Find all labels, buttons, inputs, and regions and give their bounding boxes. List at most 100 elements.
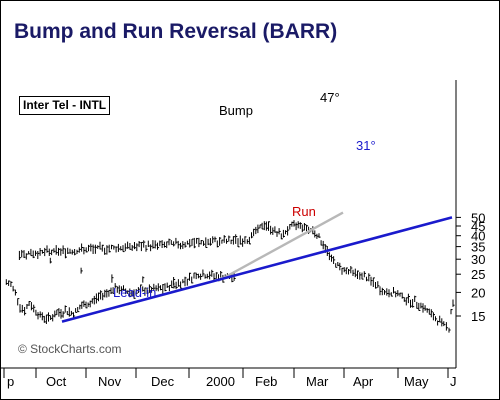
y-tick-label: 45 — [471, 219, 485, 234]
price-bar — [219, 237, 222, 246]
chart-title: Bump and Run Reversal (BARR) — [14, 20, 338, 43]
price-bar — [198, 237, 201, 248]
price-bar — [439, 315, 442, 323]
price-bar — [381, 287, 384, 296]
price-bar — [155, 285, 158, 292]
price-bar — [35, 250, 38, 256]
price-bar — [448, 327, 451, 333]
price-bar — [108, 289, 111, 297]
price-bar — [161, 240, 164, 248]
price-bar — [76, 249, 79, 254]
price-bar — [122, 245, 125, 253]
price-bar — [293, 220, 296, 227]
price-bar — [157, 283, 160, 292]
price-bar — [89, 300, 92, 308]
price-bar — [443, 321, 446, 327]
price-bar — [220, 271, 223, 278]
price-bar — [30, 248, 33, 257]
price-bar — [441, 318, 444, 327]
price-bar — [81, 243, 84, 252]
price-bar — [297, 221, 300, 229]
price-bar — [21, 249, 24, 258]
price-bar — [68, 307, 71, 317]
price-bar — [64, 305, 67, 313]
price-bar — [100, 290, 103, 300]
price-bar — [379, 286, 382, 296]
price-bar — [306, 224, 309, 232]
price-bar — [395, 291, 398, 298]
price-bar — [106, 289, 109, 298]
price-bar — [60, 248, 63, 256]
price-bar — [150, 244, 153, 252]
price-bar — [124, 243, 127, 252]
x-tick-label: Feb — [255, 374, 277, 389]
price-bar — [205, 237, 208, 248]
price-bar — [41, 312, 44, 321]
angle-31-label: 31° — [356, 138, 376, 153]
price-bar — [322, 240, 325, 250]
price-bar — [111, 274, 114, 283]
price-bar — [49, 257, 52, 264]
price-bar — [129, 243, 132, 250]
price-bar — [272, 227, 275, 235]
price-bar — [399, 292, 402, 297]
y-tick-label: 40 — [471, 229, 485, 244]
price-bar — [173, 241, 176, 247]
price-bar — [90, 243, 93, 252]
price-bar — [46, 245, 49, 253]
price-bar — [289, 224, 292, 230]
price-bar — [193, 237, 196, 249]
price-bar — [48, 312, 51, 322]
price-bar — [120, 246, 123, 251]
price-bar — [268, 221, 271, 231]
price-bar — [270, 225, 273, 235]
price-bar — [102, 292, 105, 301]
price-bars — [5, 220, 455, 333]
price-bar — [12, 285, 15, 292]
price-bar — [95, 293, 98, 304]
price-bar — [341, 267, 344, 275]
price-bar — [209, 271, 212, 280]
price-bar — [420, 302, 423, 309]
price-bar — [259, 224, 262, 229]
price-bar — [159, 240, 162, 247]
price-bar — [129, 288, 132, 298]
price-bar — [115, 246, 118, 253]
run-label: Run — [292, 204, 316, 219]
price-bar — [368, 273, 371, 282]
price-bar — [166, 282, 169, 288]
price-bar — [52, 314, 55, 322]
price-bar — [44, 247, 47, 257]
price-bar — [162, 284, 165, 294]
price-bar — [118, 285, 121, 295]
price-bar — [58, 308, 61, 317]
price-bar — [386, 288, 389, 296]
price-bar — [278, 228, 281, 235]
price-bar — [337, 262, 340, 267]
price-bar — [195, 272, 198, 280]
price-bar — [422, 303, 425, 313]
price-bar — [226, 238, 229, 244]
price-bar — [182, 241, 185, 249]
price-bar — [401, 292, 404, 299]
price-bar — [232, 236, 235, 245]
price-bar — [135, 289, 138, 295]
price-bar — [363, 271, 366, 278]
price-bar — [372, 277, 375, 287]
price-bar — [56, 309, 59, 315]
price-bar — [331, 254, 334, 262]
price-bar — [54, 310, 57, 318]
price-bar — [223, 235, 226, 243]
x-tick-label: Oct — [46, 374, 67, 389]
price-bar — [182, 279, 185, 284]
price-bar — [112, 287, 115, 294]
price-bar — [19, 304, 22, 313]
price-bar — [352, 269, 355, 276]
price-bar — [133, 289, 136, 299]
price-bar — [154, 240, 157, 249]
price-bar — [228, 235, 231, 242]
annotations: Lead-in Bump Run 47° 31° — [113, 90, 376, 300]
price-bar — [242, 238, 245, 247]
price-bar — [184, 276, 187, 287]
price-bar — [41, 249, 44, 254]
